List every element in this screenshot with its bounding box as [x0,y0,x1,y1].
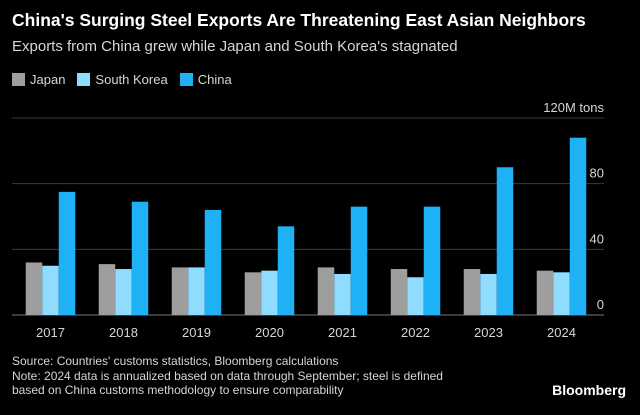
bar-china-2023 [496,167,514,315]
bar-china-2024 [569,137,587,315]
bar-japan-2024 [536,270,554,315]
bar-japan-2021 [317,267,335,315]
bloomberg-logo: Bloomberg [552,382,626,398]
legend-label-south-korea: South Korea [95,72,168,87]
x-tick-label-2019: 2019 [182,325,211,340]
footnotes: Source: Countries' customs statistics, B… [12,354,443,398]
bar-china-2022 [423,206,441,315]
legend-item-japan: Japan [12,72,65,87]
bar-japan-2020 [244,272,262,315]
bar-south-korea-2022 [407,277,424,315]
bar-south-korea-2017 [42,265,59,315]
chart-subtitle: Exports from China grew while Japan and … [12,38,458,55]
y-tick-label-0: 0 [597,297,604,312]
bar-china-2019 [204,209,222,315]
legend-label-japan: Japan [30,72,66,87]
bar-china-2017 [58,191,76,315]
bar-japan-2023 [463,269,481,315]
legend-swatch-japan [12,73,25,86]
bar-south-korea-2024 [553,272,570,315]
bar-japan-2017 [25,262,43,315]
x-tick-label-2017: 2017 [36,325,65,340]
x-tick-label-2018: 2018 [109,325,138,340]
bar-south-korea-2019 [188,267,205,315]
legend-swatch-south-korea [77,73,91,86]
x-tick-label-2020: 2020 [255,325,284,340]
bar-south-korea-2021 [334,273,351,315]
bar-south-korea-2020 [261,270,278,315]
legend-swatch-china [179,73,193,86]
bar-china-2018 [131,201,149,315]
bar-japan-2022 [390,269,408,315]
bar-south-korea-2023 [480,273,497,315]
note-line-2: based on China customs methodology to en… [12,383,344,397]
bar-japan-2019 [171,267,189,315]
x-tick-label-2021: 2021 [328,325,357,340]
legend-item-south-korea: South Korea [77,72,168,87]
source-note: Source: Countries' customs statistics, B… [12,354,339,368]
chart-title: China's Surging Steel Exports Are Threat… [12,10,586,30]
note-line-1: Note: 2024 data is annualized based on d… [12,368,443,383]
legend-item-china: China [179,72,232,87]
bar-japan-2018 [98,264,116,315]
x-tick-label-2022: 2022 [401,325,430,340]
bar-south-korea-2018 [115,269,132,315]
y-tick-label-40: 40 [590,231,604,246]
x-tick-label-2023: 2023 [474,325,503,340]
legend-label-china: China [197,72,232,87]
bar-china-2020 [277,226,295,315]
legend: Japan South Korea China [12,72,244,87]
y-tick-label-80: 80 [590,166,604,181]
x-tick-label-2024: 2024 [547,325,576,340]
bar-china-2021 [350,206,368,315]
y-unit-label: 120M tons [543,100,604,115]
